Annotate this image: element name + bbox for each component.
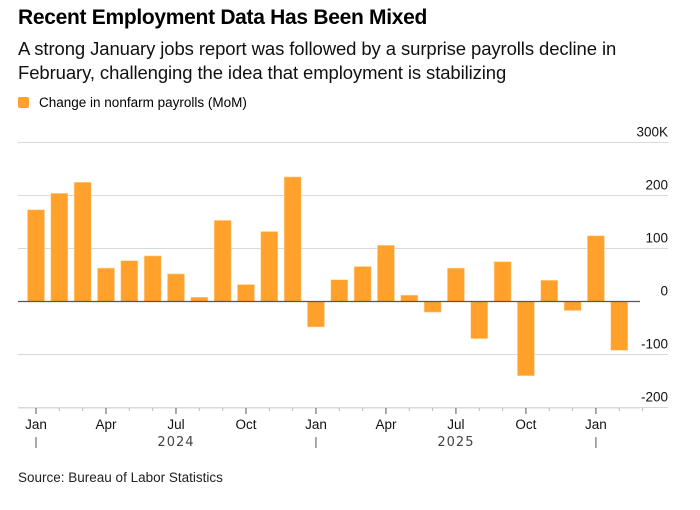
x-tick-label: Oct <box>515 417 536 432</box>
x-tick-label: Jan <box>25 417 47 432</box>
bar-2024-06 <box>143 255 162 302</box>
x-axis: Jan Apr Jul Oct Jan Apr Jul Oct Jan 2024 2025 <box>18 407 644 450</box>
bar-2024-08 <box>190 296 209 302</box>
bar-2024-03 <box>73 181 92 302</box>
bar-2025-09 <box>493 261 512 302</box>
bar-2025-03 <box>353 266 372 302</box>
x-tick-label: Jul <box>447 417 464 432</box>
bar-chart: 300K 200 100 0 -100 -200 Jan Apr Jul Oct Jan Apr Ju… <box>18 125 668 450</box>
bar-2025-07 <box>447 267 465 302</box>
legend-swatch <box>18 97 29 108</box>
y-tick-label: -200 <box>641 390 668 405</box>
bar-2024-12 <box>283 176 302 302</box>
x-tick-label: Jan <box>585 417 607 432</box>
bar-2024-01 <box>27 209 45 302</box>
x-tick-label: Apr <box>95 417 117 432</box>
bar-2024-10 <box>237 284 255 302</box>
x-tick-label: Jan <box>305 417 327 432</box>
year-label: 2024 <box>157 435 194 450</box>
bar-2025-04 <box>377 245 395 302</box>
bar-2025-05 <box>400 294 419 302</box>
y-tick-label: 300K <box>636 125 668 140</box>
bar-2024-02 <box>50 193 69 302</box>
chart-subtitle: A strong January jobs report was followe… <box>18 38 617 83</box>
y-tick-label: 200 <box>645 178 668 193</box>
bar-2025-12 <box>563 301 582 311</box>
source-note: Source: Bureau of Labor Statistics <box>18 470 223 485</box>
y-tick-label: 100 <box>645 231 668 246</box>
bar-2024-07 <box>167 273 185 302</box>
bar-2024-04 <box>97 267 115 302</box>
y-axis: 300K 200 100 0 -100 -200 <box>636 125 668 405</box>
bar-2024-09 <box>213 220 232 302</box>
bar-2025-08 <box>470 301 489 339</box>
bar-2025-06 <box>423 301 442 313</box>
bars <box>27 176 629 376</box>
bar-2026-02 <box>610 301 629 351</box>
gridlines <box>18 142 668 408</box>
bar-2025-11 <box>540 279 559 302</box>
y-tick-label: -100 <box>641 337 668 352</box>
bar-2026-01 <box>587 235 605 302</box>
bar-2025-01 <box>307 301 325 328</box>
y-tick-label: 0 <box>660 284 668 299</box>
x-tick-label: Jul <box>167 417 184 432</box>
bar-2025-02 <box>330 279 349 302</box>
x-tick-label: Apr <box>375 417 397 432</box>
legend: Change in nonfarm payrolls (MoM) <box>18 95 247 110</box>
year-label: 2025 <box>437 435 474 450</box>
x-tick-label: Oct <box>235 417 256 432</box>
bar-2024-11 <box>260 231 279 302</box>
bar-2024-05 <box>120 260 139 302</box>
chart-title: Recent Employment Data Has Been Mixed <box>18 6 428 29</box>
legend-label: Change in nonfarm payrolls (MoM) <box>39 95 247 110</box>
bar-2025-10 <box>517 301 535 376</box>
